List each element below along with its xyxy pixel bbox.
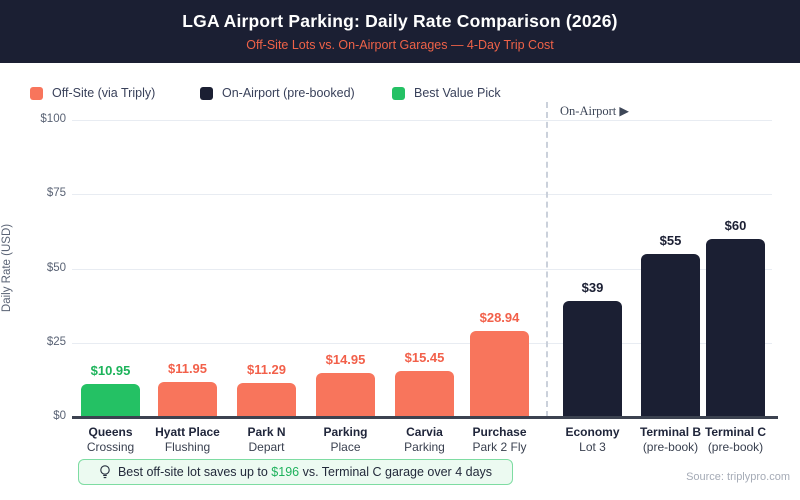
bar-hyatt-place [158,381,217,417]
gridline [72,268,772,270]
bar-name: Queens [88,425,133,439]
bar-name: Economy [565,425,620,439]
bar-category-label: Purchase Park 2 Fly [452,425,548,455]
bar-subname: Place [330,440,361,454]
legend-item-bestvalue: Best Value Pick [392,85,501,101]
bar-value-label: $55 [659,232,682,248]
bar-category-label: Terminal C (pre-book) [688,425,784,455]
gridline [72,194,772,196]
bar-carvia [395,371,454,417]
header: LGA Airport Parking: Daily Rate Comparis… [0,0,800,63]
bar-category-label: Park N Depart [219,425,315,455]
savings-callout: Best off-site lot saves up to $196 vs. T… [78,459,513,485]
group-divider-line [546,102,548,417]
y-tick-label: $25 [46,335,66,348]
bar-value-label: $28.94 [479,310,520,326]
page-subtitle: Off-Site Lots vs. On-Airport Garages — 4… [246,38,554,52]
bar-subname: (pre-book) [707,440,764,454]
bar-park-n [237,383,296,417]
bar-purchase [470,331,529,417]
x-axis-line [72,416,778,419]
on-airport-group-label: On-Airport ▶ [560,104,629,118]
bestvalue-swatch-icon [392,86,405,100]
bar-subname: Parking [404,440,445,454]
bar-value-label: $15.45 [404,350,445,366]
bar-value-label: $10.95 [90,363,131,379]
bar-category-label: Hyatt Place Flushing [140,425,236,455]
bar-value-label: $60 [724,217,747,233]
legend-label: Off-Site (via Triply) [52,86,156,100]
bar-category-label: Carvia Parking [377,425,473,455]
gridline [72,120,772,121]
source-credit: Source: triplypro.com [686,471,790,483]
bar-value-label: $14.95 [325,351,366,367]
bar-name: Parking [323,425,368,439]
offsite-swatch-icon [30,86,43,100]
callout-text: Best off-site lot saves up to $196 vs. T… [117,465,493,479]
bar-subname: Park 2 Fly [472,440,527,454]
y-axis-title: Daily Rate (USD) [1,223,13,313]
legend-item-offsite: Off-Site (via Triply) [30,85,155,101]
bar-terminal-c [706,238,765,417]
bar-name: Terminal B [639,425,702,439]
onairport-swatch-icon [200,86,213,100]
bar-name: Terminal C [704,425,767,439]
bar-parking [316,372,375,417]
gridline [72,342,772,344]
bar-name: Purchase [472,425,527,439]
bar-category-label: Terminal B (pre-book) [623,425,719,455]
bar-subname: Flushing [164,440,211,454]
bar-category-label: Economy Lot 3 [545,425,641,455]
savings-amount: $196 [271,465,300,479]
page-title: LGA Airport Parking: Daily Rate Comparis… [182,11,618,31]
bar-economy [563,301,622,417]
bar-category-label: Parking Place [298,425,394,455]
lightbulb-icon [100,464,110,478]
bar-value-label: $39 [581,280,604,296]
bar-name: Park N [247,425,286,439]
bar-subname: Crossing [86,440,135,454]
legend-label: On-Airport (pre-booked) [222,86,355,100]
bar-category-label: Queens Crossing [63,425,159,455]
y-tick-label: $0 [53,410,66,422]
bar-subname: (pre-book) [642,440,699,454]
bar-subname: Depart [248,440,285,454]
y-tick-label: $100 [40,113,66,125]
y-tick-label: $75 [46,187,66,200]
bar-queens [81,384,140,417]
bar-value-label: $11.29 [246,362,287,378]
y-tick-label: $50 [46,261,66,274]
bar-value-label: $11.95 [167,360,208,376]
bar-subname: Lot 3 [579,440,606,454]
bar-name: Carvia [406,425,443,439]
bar-name: Hyatt Place [155,425,220,439]
legend-label: Best Value Pick [414,86,501,100]
legend-item-onairport: On-Airport (pre-booked) [200,85,355,101]
bar-terminal-b [641,253,700,417]
